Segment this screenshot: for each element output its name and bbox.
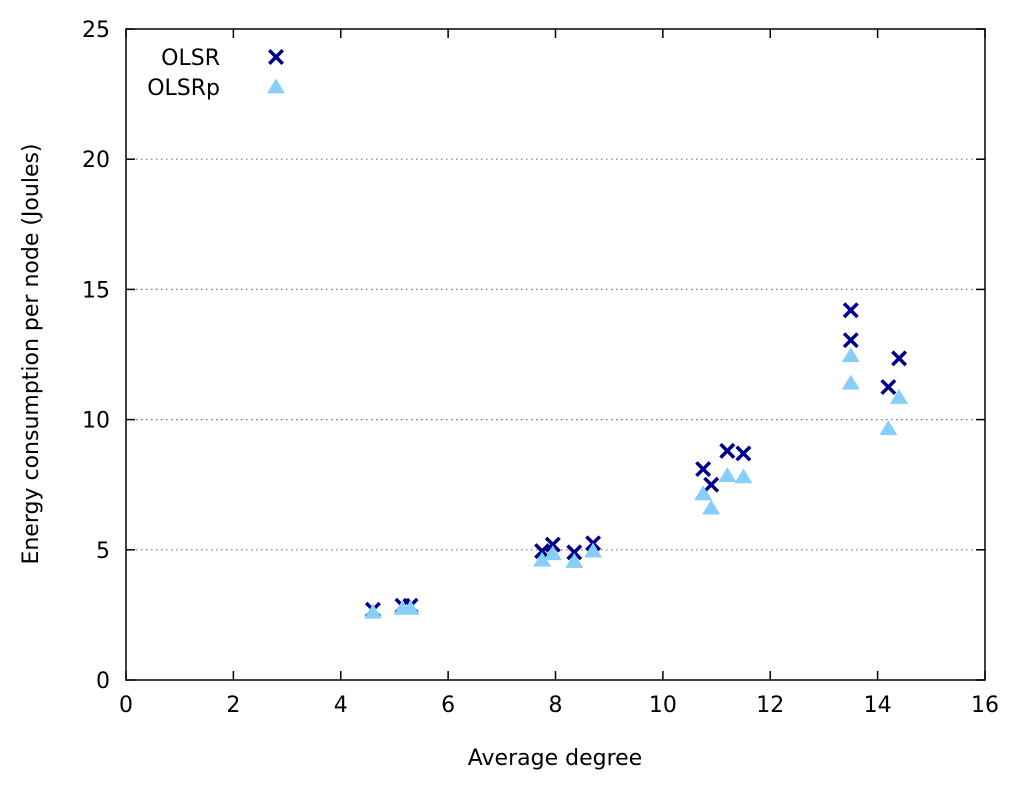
y-tick-label: 10 (82, 409, 110, 434)
olsrp-point (363, 603, 382, 619)
y-tick-label: 5 (96, 539, 110, 564)
olsr-point (695, 461, 712, 478)
olsrp-point (841, 374, 860, 390)
olsrp-point (584, 542, 603, 558)
legend-marker-olsrp (267, 78, 285, 94)
y-tick-label: 0 (96, 669, 110, 694)
olsr-point (891, 350, 908, 367)
x-axis-label: Average degree (468, 746, 642, 771)
olsr-point (880, 379, 897, 396)
x-tick-label: 10 (649, 693, 677, 718)
y-tick-label: 25 (82, 18, 110, 43)
olsrp-point (533, 551, 552, 567)
legend-marker-olsr (268, 49, 284, 65)
x-tick-label: 12 (756, 693, 784, 718)
x-tick-label: 2 (226, 693, 240, 718)
y-axis-label: Energy consumption per node (Joules) (19, 143, 44, 564)
olsr-point (544, 536, 561, 553)
data-points (363, 302, 909, 619)
x-tick-label: 8 (549, 693, 563, 718)
olsr-point (566, 544, 583, 561)
x-tick-label: 0 (119, 693, 133, 718)
olsr-point (842, 302, 859, 319)
olsrp-point (565, 553, 584, 568)
legend: OLSR OLSRp (147, 46, 285, 101)
olsr-point (719, 442, 736, 459)
olsrp-point (879, 420, 898, 436)
olsrp-point (841, 347, 860, 363)
y-tick-label: 20 (82, 148, 110, 173)
olsr-point (842, 332, 859, 349)
olsr-point (703, 476, 720, 493)
olsrp-point (694, 485, 713, 501)
olsrp-point (702, 499, 721, 515)
y-tick-label: 15 (82, 278, 110, 303)
x-tick-label: 4 (334, 693, 348, 718)
legend-label: OLSR (161, 46, 220, 71)
x-tick-label: 6 (441, 693, 455, 718)
x-tick-label: 16 (971, 693, 999, 718)
olsrp-point (401, 599, 420, 615)
olsr-point (534, 543, 551, 560)
olsrp-point (718, 467, 737, 482)
legend-label: OLSRp (147, 76, 220, 101)
olsrp-point (543, 545, 562, 561)
olsrp-point (734, 468, 753, 484)
plot-frame (125, 28, 986, 681)
olsrp-point (890, 388, 909, 404)
gridlines (126, 158, 985, 551)
x-tick-label: 14 (864, 693, 892, 718)
axis-ticks: 0 5 10 15 20 25 0 2 4 6 8 10 12 14 16 (82, 18, 999, 718)
olsr-point (735, 445, 752, 462)
